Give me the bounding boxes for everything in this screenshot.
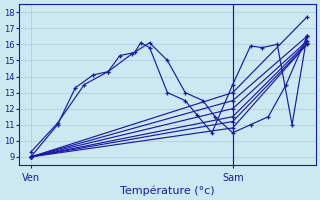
X-axis label: Température (°c): Température (°c) [120,185,215,196]
